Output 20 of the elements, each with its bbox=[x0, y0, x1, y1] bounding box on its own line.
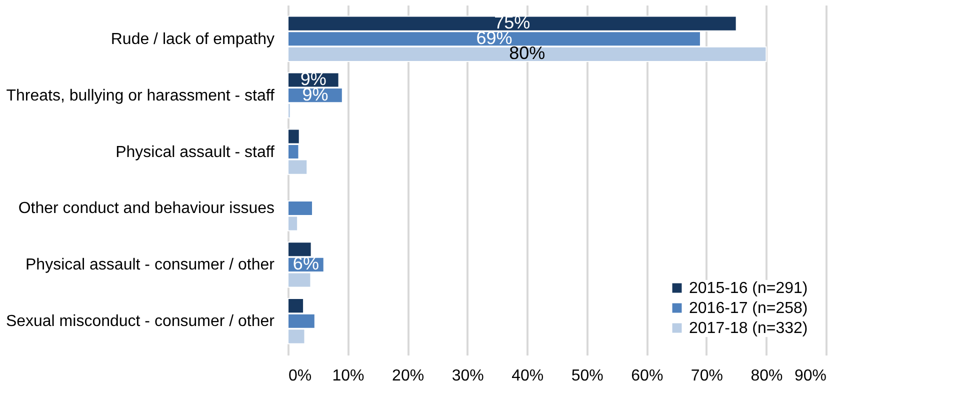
x-tick-label: 80% bbox=[750, 368, 783, 384]
x-tick-label: 70% bbox=[690, 368, 723, 384]
x-tick-label: 50% bbox=[571, 368, 604, 384]
y-tick-label: Other conduct and behaviour issues bbox=[18, 200, 274, 218]
x-tick-label: 0% bbox=[288, 368, 312, 384]
y-tick-label: Physical assault - staff bbox=[116, 144, 276, 161]
x-tick-label: 30% bbox=[452, 368, 484, 384]
x-tick-label: 10% bbox=[332, 368, 364, 384]
legend-label: 2016-17 (n=258) bbox=[689, 300, 808, 317]
data-label: 6% bbox=[292, 254, 319, 274]
y-tick-label: Rude / lack of empathy bbox=[110, 30, 274, 48]
legend-label: 2015-16 (n=291) bbox=[689, 280, 808, 297]
x-tick-label: 40% bbox=[512, 368, 544, 384]
y-tick-label: Physical assault - consumer / other bbox=[26, 256, 276, 274]
x-tick-label: 90% bbox=[794, 368, 826, 384]
legend-label: 2017-18 (n=332) bbox=[689, 320, 808, 337]
y-tick-label: Threats, bullying or harassment - staff bbox=[6, 87, 276, 104]
y-tick-label: Sexual misconduct - consumer / other bbox=[6, 313, 276, 330]
x-tick-label: 20% bbox=[392, 368, 424, 384]
x-tick-label: 60% bbox=[631, 368, 664, 384]
